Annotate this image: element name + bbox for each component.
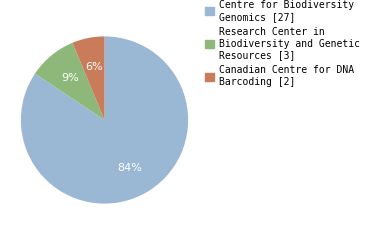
Text: 9%: 9% [61,73,79,83]
Wedge shape [73,36,104,120]
Wedge shape [21,36,188,204]
Text: 84%: 84% [118,163,142,173]
Legend: Centre for Biodiversity
Genomics [27], Research Center in
Biodiversity and Genet: Centre for Biodiversity Genomics [27], R… [205,0,360,87]
Text: 6%: 6% [85,62,103,72]
Wedge shape [35,43,104,120]
